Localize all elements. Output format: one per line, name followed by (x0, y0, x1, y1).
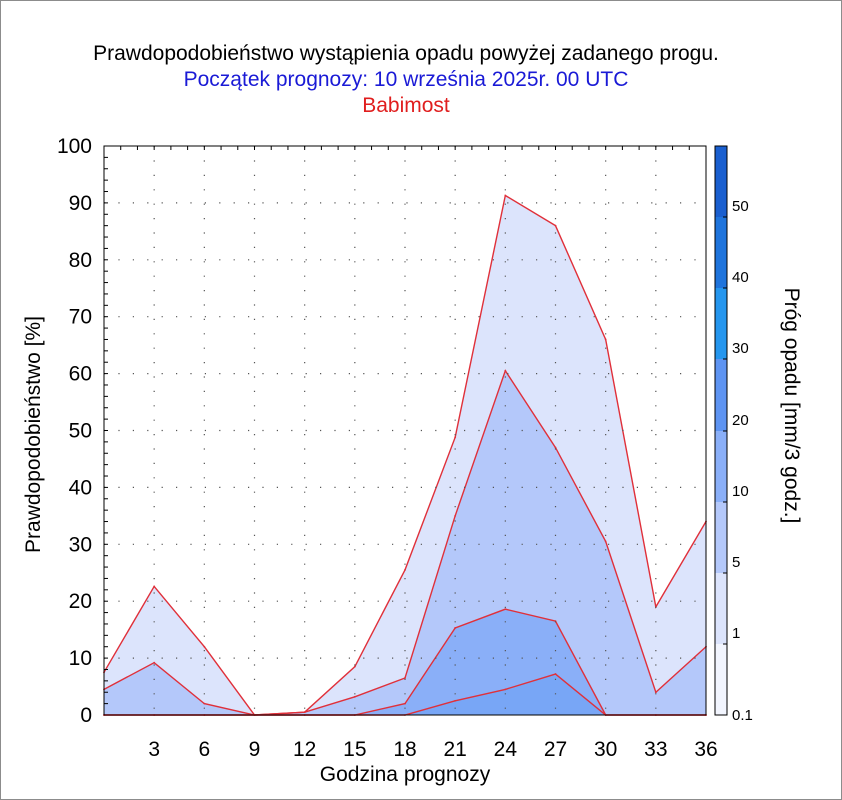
colorbar-tick-label: 20 (732, 412, 749, 429)
x-tick-label: 3 (148, 738, 160, 761)
colorbar-segment (715, 217, 727, 288)
y-axis-title: Prawdopodobieństwo [%] (22, 316, 45, 553)
data-point (353, 695, 356, 698)
data-point (404, 569, 406, 571)
data-point (554, 224, 557, 227)
colorbar-segment (715, 644, 727, 715)
y-tick-label: 20 (69, 590, 92, 613)
y-tick-label: 50 (69, 420, 92, 443)
x-axis-title: Godzina prognozy (320, 763, 491, 786)
data-point (454, 436, 457, 439)
x-tick-label: 18 (393, 738, 416, 761)
data-point (203, 645, 206, 648)
colorbar-segment (715, 359, 727, 431)
x-tick-label: 21 (443, 738, 466, 761)
data-point (153, 661, 156, 664)
data-point (454, 514, 457, 517)
x-tick-label: 27 (544, 738, 567, 761)
colorbar-segment (715, 573, 727, 644)
data-point (153, 585, 156, 588)
data-point (604, 540, 607, 543)
colorbar-segment (715, 431, 727, 502)
data-point (504, 369, 507, 372)
colorbar-tick-label: 10 (732, 483, 749, 500)
colorbar-segment (715, 502, 727, 573)
data-point (504, 688, 507, 691)
x-tick-label: 9 (249, 738, 261, 761)
chart-title: Prawdopodobieństwo wystąpienia opadu pow… (93, 42, 719, 65)
data-point (404, 702, 406, 705)
y-tick-label: 0 (80, 704, 92, 727)
data-point (404, 677, 406, 679)
data-point (604, 338, 607, 341)
y-tick-label: 10 (69, 647, 92, 670)
y-tick-label: 100 (57, 135, 92, 158)
colorbar-tick-label: 0.1 (732, 707, 753, 724)
colorbar-tick-label: 1 (732, 625, 740, 642)
x-tick-label: 24 (494, 738, 518, 761)
area-threshold-10 (104, 674, 706, 715)
colorbar-title: Próg opadu [mm/3 godz.] (780, 288, 803, 524)
colorbar-tick-label: 50 (732, 198, 749, 215)
y-tick-label: 90 (69, 192, 92, 215)
x-tick-label: 30 (594, 738, 617, 761)
colorbar-tick-label: 30 (732, 340, 749, 357)
data-point (353, 665, 356, 668)
data-point (303, 711, 306, 714)
y-tick-label: 70 (69, 306, 92, 329)
colorbar-segment (715, 288, 727, 359)
x-tick-label: 15 (343, 738, 366, 761)
forecast-start-subtitle: Początek prognozy: 10 września 2025r. 00… (183, 68, 629, 91)
colorbar-tick-label: 40 (732, 269, 749, 286)
data-point (554, 446, 557, 449)
x-tick-label: 36 (694, 738, 717, 761)
data-point (203, 702, 206, 705)
colorbar-tick-label: 5 (732, 554, 740, 571)
y-tick-label: 80 (69, 249, 92, 272)
colorbar-segment (715, 146, 727, 217)
data-point (654, 691, 657, 694)
location-label: Babimost (362, 94, 450, 117)
x-tick-label: 6 (198, 738, 210, 761)
x-tick-label: 33 (644, 738, 667, 761)
data-point (554, 673, 557, 675)
data-point (504, 608, 507, 611)
y-tick-label: 30 (69, 533, 92, 556)
y-tick-label: 60 (69, 363, 92, 386)
x-tick-label: 12 (293, 738, 316, 761)
data-point (454, 627, 457, 629)
data-point (454, 699, 457, 702)
y-tick-label: 40 (69, 476, 92, 499)
data-point (504, 194, 507, 197)
